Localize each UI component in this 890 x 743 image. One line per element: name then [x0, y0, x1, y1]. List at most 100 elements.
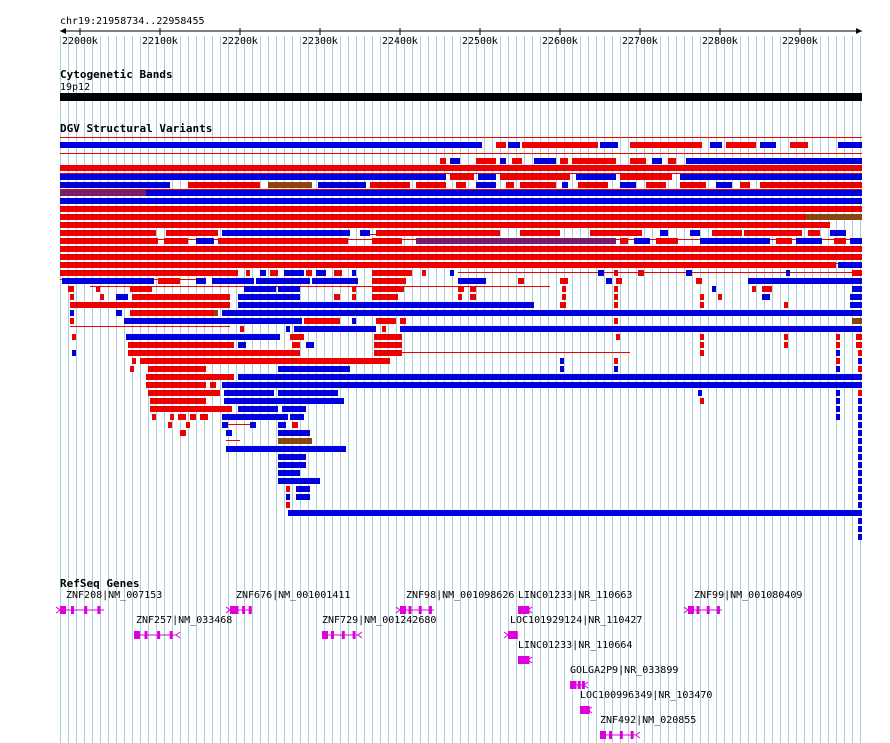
- structural-variant-feature[interactable]: [560, 366, 564, 372]
- structural-variant-feature[interactable]: [796, 238, 822, 244]
- structural-variant-feature[interactable]: [130, 310, 214, 316]
- structural-variant-feature[interactable]: [222, 422, 228, 428]
- gene-exon[interactable]: [408, 606, 412, 614]
- structural-variant-feature[interactable]: [60, 254, 862, 260]
- gene-exon[interactable]: [570, 681, 576, 689]
- structural-variant-feature[interactable]: [458, 278, 486, 284]
- structural-variant-feature[interactable]: [712, 230, 742, 236]
- structural-variant-feature[interactable]: [784, 342, 788, 348]
- structural-variant-feature[interactable]: [838, 142, 862, 148]
- structural-variant-feature[interactable]: [518, 278, 524, 284]
- gene-exon[interactable]: [71, 606, 74, 614]
- structural-variant-feature[interactable]: [278, 366, 350, 372]
- structural-variant-feature[interactable]: [744, 230, 802, 236]
- structural-variant-feature[interactable]: [374, 342, 402, 348]
- structural-variant-feature[interactable]: [700, 334, 704, 340]
- structural-variant-feature[interactable]: [128, 342, 234, 348]
- structural-variant-feature[interactable]: [286, 486, 290, 492]
- structural-variant-feature[interactable]: [760, 142, 776, 148]
- structural-variant-feature[interactable]: [512, 158, 522, 164]
- gene-exon[interactable]: [418, 606, 422, 614]
- gene-exon[interactable]: [248, 606, 252, 614]
- structural-variant-feature[interactable]: [62, 278, 154, 284]
- structural-variant-feature[interactable]: [146, 374, 234, 380]
- structural-variant-feature[interactable]: [278, 462, 306, 468]
- structural-variant-feature[interactable]: [372, 294, 398, 300]
- structural-variant-feature[interactable]: [178, 414, 186, 420]
- gene-exon[interactable]: [242, 606, 246, 614]
- structural-variant-feature[interactable]: [278, 422, 286, 428]
- gene-exon[interactable]: [400, 606, 406, 614]
- structural-variant-feature[interactable]: [190, 414, 196, 420]
- structural-variant-feature[interactable]: [148, 366, 206, 372]
- gene-exon[interactable]: [582, 706, 585, 714]
- structural-variant-feature[interactable]: [836, 366, 840, 372]
- structural-variant-feature[interactable]: [186, 422, 190, 428]
- structural-variant-feature[interactable]: [286, 502, 290, 508]
- structural-variant-feature[interactable]: [292, 342, 300, 348]
- structural-variant-feature[interactable]: [316, 270, 326, 276]
- structural-variant-feature[interactable]: [244, 286, 276, 292]
- structural-variant-feature[interactable]: [214, 310, 218, 316]
- structural-variant-feature[interactable]: [374, 334, 402, 340]
- structural-variant-feature[interactable]: [560, 158, 568, 164]
- structural-variant-feature[interactable]: [616, 334, 620, 340]
- structural-variant-feature[interactable]: [716, 182, 732, 188]
- structural-variant-feature[interactable]: [680, 182, 706, 188]
- structural-variant-feature[interactable]: [240, 326, 244, 332]
- structural-variant-feature[interactable]: [238, 302, 534, 308]
- structural-variant-feature[interactable]: [500, 174, 570, 180]
- gene-exon[interactable]: [60, 606, 66, 614]
- structural-variant-feature[interactable]: [858, 358, 862, 364]
- structural-variant-feature[interactable]: [712, 286, 716, 292]
- structural-variant-feature[interactable]: [270, 270, 278, 276]
- structural-variant-feature[interactable]: [278, 438, 312, 444]
- structural-variant-feature[interactable]: [116, 310, 122, 316]
- structural-variant-feature[interactable]: [700, 350, 704, 356]
- structural-variant-feature[interactable]: [748, 278, 862, 284]
- gene-exon[interactable]: [520, 656, 524, 664]
- structural-variant-feature[interactable]: [146, 190, 862, 196]
- structural-variant-feature[interactable]: [836, 334, 840, 340]
- structural-variant-feature[interactable]: [808, 230, 820, 236]
- gene-exon[interactable]: [322, 631, 328, 639]
- structural-variant-feature[interactable]: [450, 158, 460, 164]
- structural-variant-feature[interactable]: [710, 142, 722, 148]
- structural-variant-feature[interactable]: [858, 486, 862, 492]
- structural-variant-feature[interactable]: [836, 390, 840, 396]
- structural-variant-feature[interactable]: [196, 238, 214, 244]
- structural-variant-feature[interactable]: [372, 278, 406, 284]
- structural-variant-feature[interactable]: [762, 294, 770, 300]
- structural-variant-feature[interactable]: [858, 406, 862, 412]
- structural-variant-feature[interactable]: [70, 294, 74, 300]
- structural-variant-feature[interactable]: [616, 278, 622, 284]
- structural-variant-feature[interactable]: [72, 334, 76, 340]
- structural-variant-feature[interactable]: [222, 230, 350, 236]
- structural-variant-feature[interactable]: [852, 270, 862, 276]
- structural-variant-feature[interactable]: [858, 478, 862, 484]
- structural-variant-feature[interactable]: [132, 294, 230, 300]
- structural-variant-feature[interactable]: [72, 350, 76, 356]
- structural-variant-feature[interactable]: [238, 406, 278, 412]
- structural-variant-feature[interactable]: [278, 470, 300, 476]
- structural-variant-feature[interactable]: [334, 294, 340, 300]
- structural-variant-feature[interactable]: [630, 142, 702, 148]
- structural-variant-feature[interactable]: [128, 350, 300, 356]
- structural-variant-feature[interactable]: [286, 326, 290, 332]
- structural-variant-feature[interactable]: [180, 430, 186, 436]
- structural-variant-feature[interactable]: [508, 142, 520, 148]
- structural-variant-feature[interactable]: [318, 182, 366, 188]
- structural-variant-feature[interactable]: [68, 286, 74, 292]
- structural-variant-feature[interactable]: [218, 238, 348, 244]
- structural-variant-feature[interactable]: [60, 206, 862, 212]
- structural-variant-feature[interactable]: [60, 190, 146, 196]
- structural-variant-feature[interactable]: [858, 470, 862, 476]
- structural-variant-feature[interactable]: [70, 318, 74, 324]
- gene-exon[interactable]: [230, 606, 236, 614]
- structural-variant-feature[interactable]: [222, 310, 862, 316]
- structural-variant-feature[interactable]: [60, 246, 862, 252]
- structural-variant-feature[interactable]: [278, 430, 310, 436]
- structural-variant-feature[interactable]: [222, 414, 288, 420]
- structural-variant-feature[interactable]: [836, 406, 840, 412]
- structural-variant-feature[interactable]: [250, 422, 256, 428]
